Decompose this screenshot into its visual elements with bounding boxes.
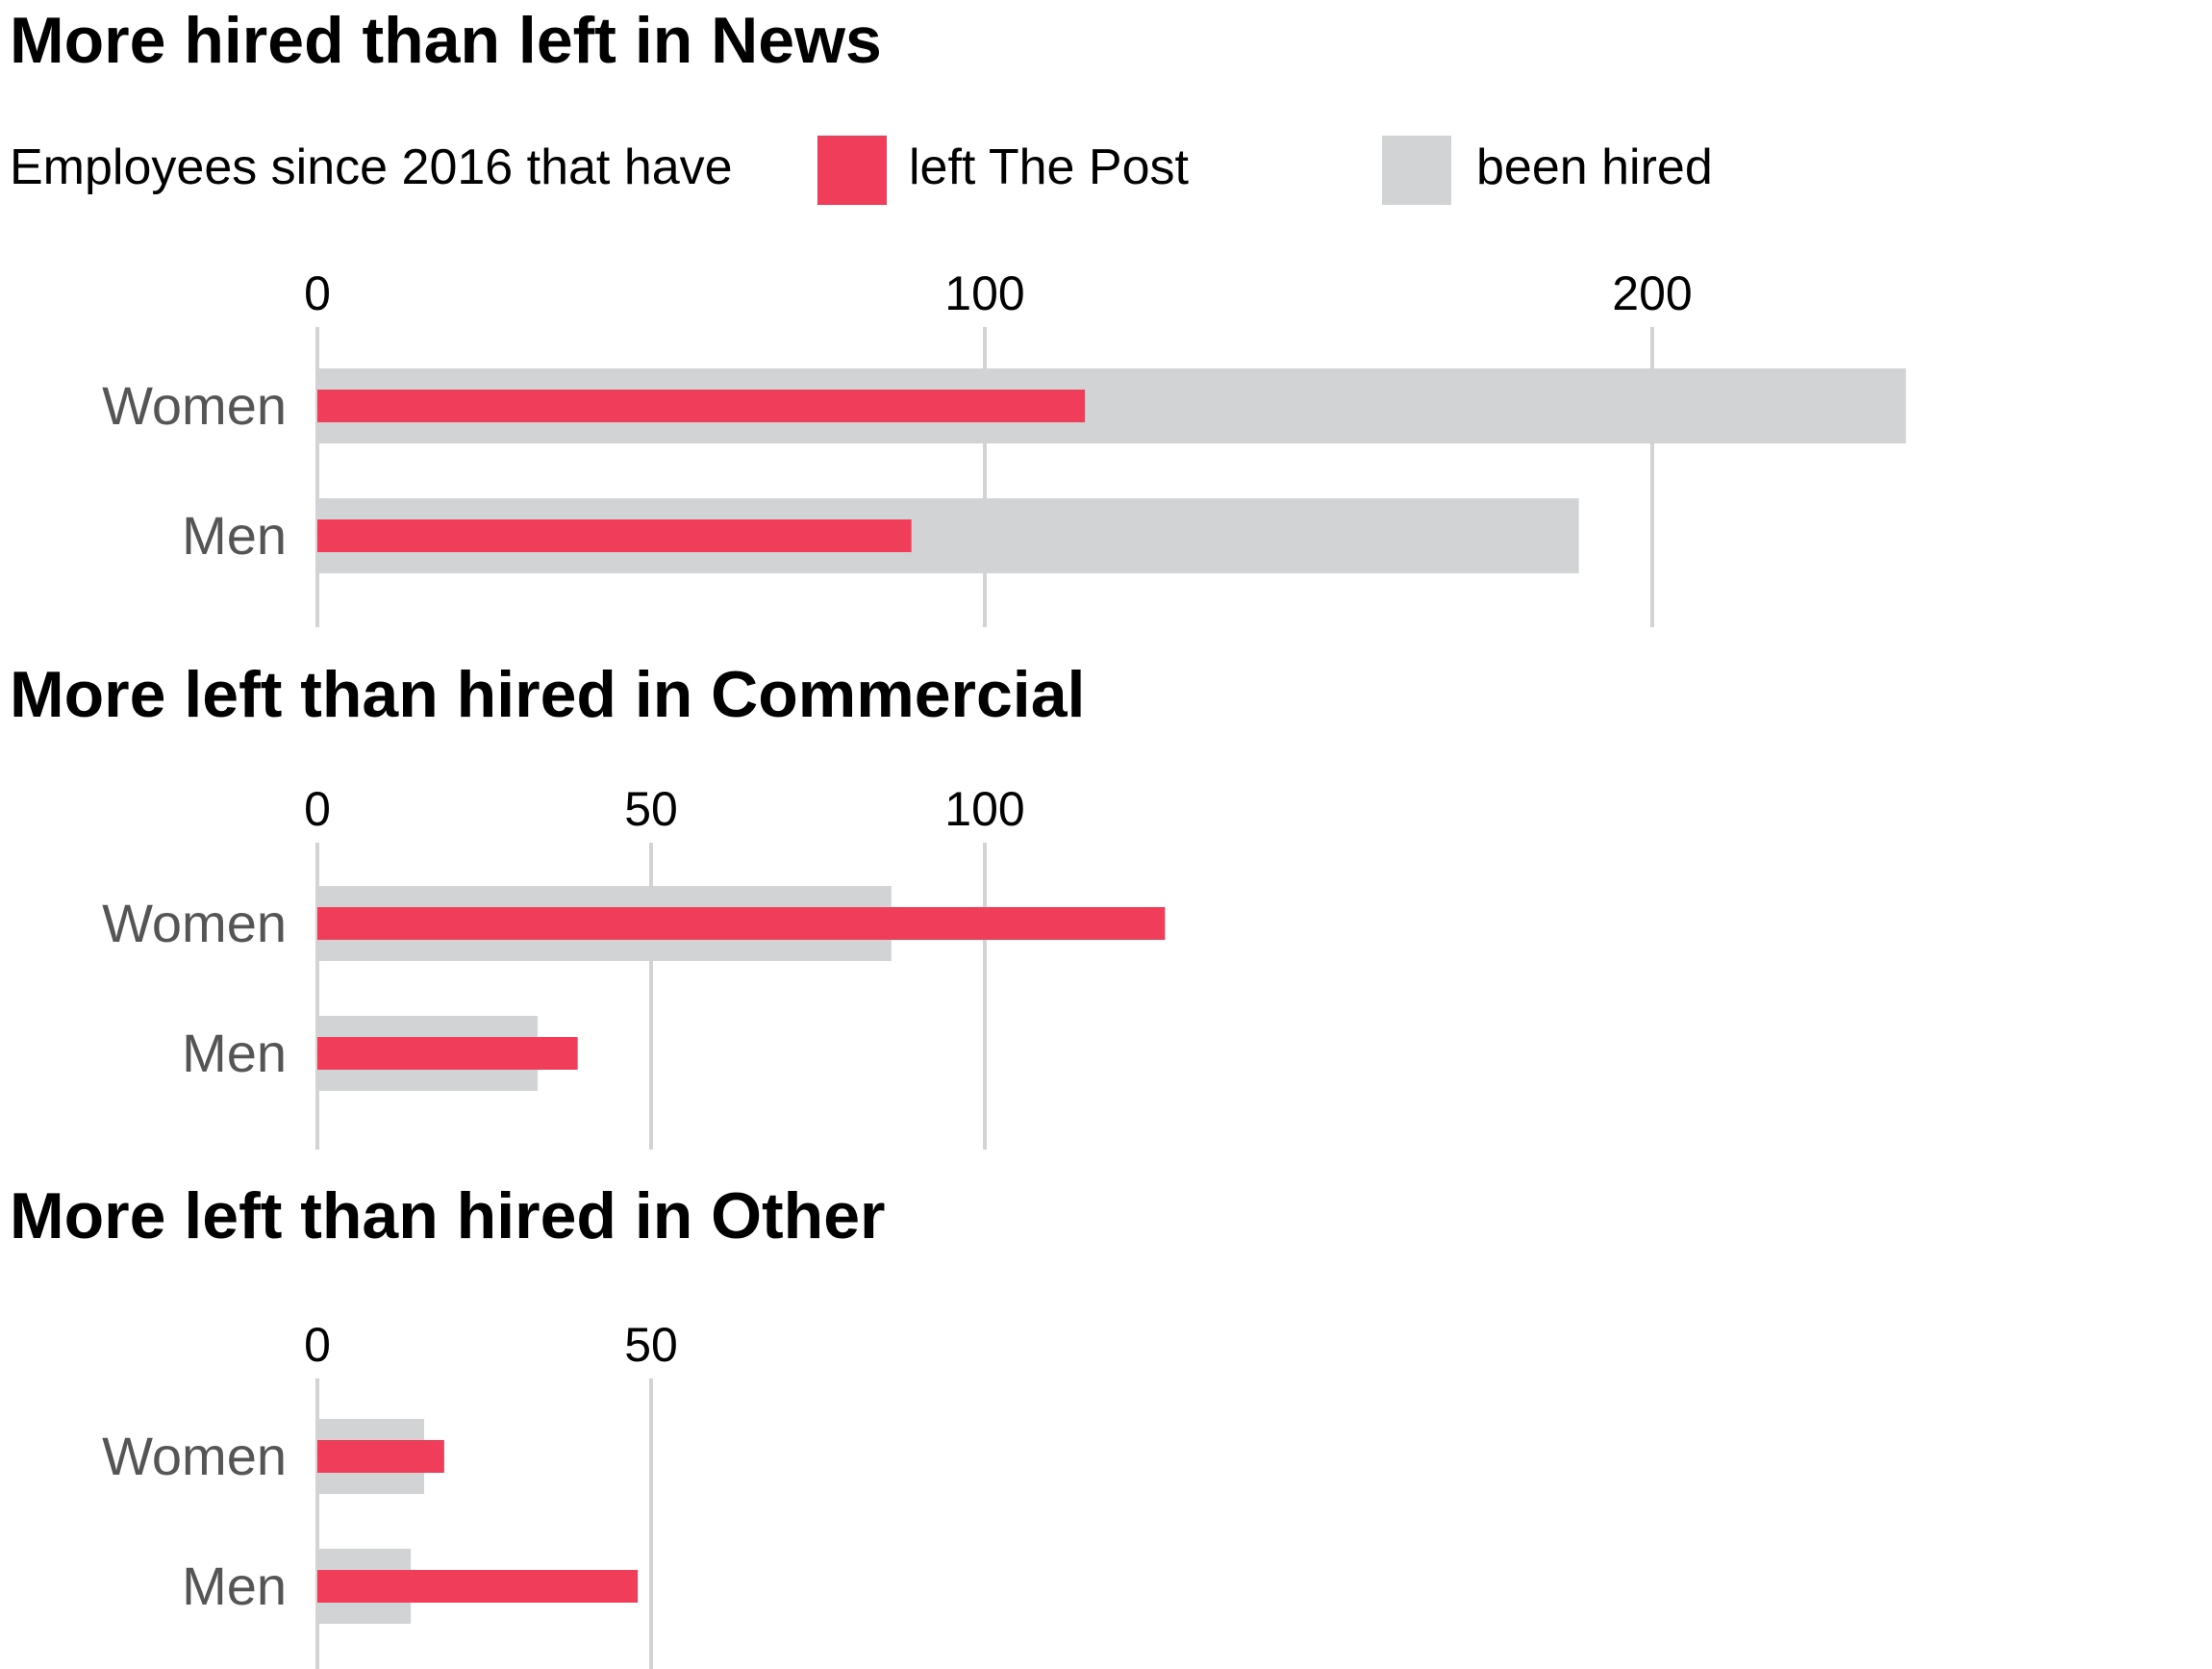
bar-left-news-women xyxy=(317,390,1086,422)
bars-other xyxy=(317,1419,639,1624)
panel-news: More hired than left in News 0 100 200 Wom… xyxy=(10,4,1906,627)
tick-label-commercial-0: 0 xyxy=(304,782,331,836)
tick-label-other-1: 50 xyxy=(624,1318,678,1372)
legend-swatch-left xyxy=(817,136,887,205)
category-label-commercial-men: Men xyxy=(182,1023,287,1083)
panel-commercial: More left than hired in Commercial 0 50 10… xyxy=(10,658,1166,1150)
ticks-news: 0 100 200 xyxy=(304,266,1693,320)
ticks-other: 0 50 xyxy=(304,1318,678,1372)
bar-left-news-men xyxy=(317,519,912,552)
ticks-commercial: 0 50 100 xyxy=(304,782,1025,836)
category-label-news-women: Women xyxy=(102,375,287,436)
bar-left-other-women xyxy=(317,1440,444,1473)
category-label-commercial-women: Women xyxy=(102,893,287,953)
tick-label-news-1: 100 xyxy=(944,266,1024,320)
panel-other: More left than hired in Other 0 50 Women M… xyxy=(10,1179,886,1669)
panel-title-commercial: More left than hired in Commercial xyxy=(10,658,1085,731)
tick-label-news-0: 0 xyxy=(304,266,331,320)
legend-swatch-hired xyxy=(1382,136,1451,205)
tick-label-commercial-2: 100 xyxy=(944,782,1024,836)
categories-other: Women Men xyxy=(102,1426,287,1616)
category-label-other-women: Women xyxy=(102,1426,287,1486)
panel-title-news: More hired than left in News xyxy=(10,4,882,77)
bar-left-other-men xyxy=(317,1570,639,1603)
categories-news: Women Men xyxy=(102,375,287,566)
tick-label-other-0: 0 xyxy=(304,1318,331,1372)
bars-commercial xyxy=(317,886,1166,1091)
legend-intro: Employees since 2016 that have xyxy=(10,139,733,195)
tick-label-commercial-1: 50 xyxy=(624,782,678,836)
panel-title-other: More left than hired in Other xyxy=(10,1179,886,1252)
category-label-other-men: Men xyxy=(182,1555,287,1616)
tick-label-news-2: 200 xyxy=(1612,266,1692,320)
legend: Employees since 2016 that have left The … xyxy=(10,136,1713,205)
bar-left-commercial-women xyxy=(317,907,1166,940)
bars-news xyxy=(317,368,1906,573)
legend-label-hired: been hired xyxy=(1476,139,1713,195)
category-label-news-men: Men xyxy=(182,505,287,566)
legend-label-left: left The Post xyxy=(909,139,1190,195)
categories-commercial: Women Men xyxy=(102,893,287,1083)
bar-left-commercial-men xyxy=(317,1037,578,1070)
